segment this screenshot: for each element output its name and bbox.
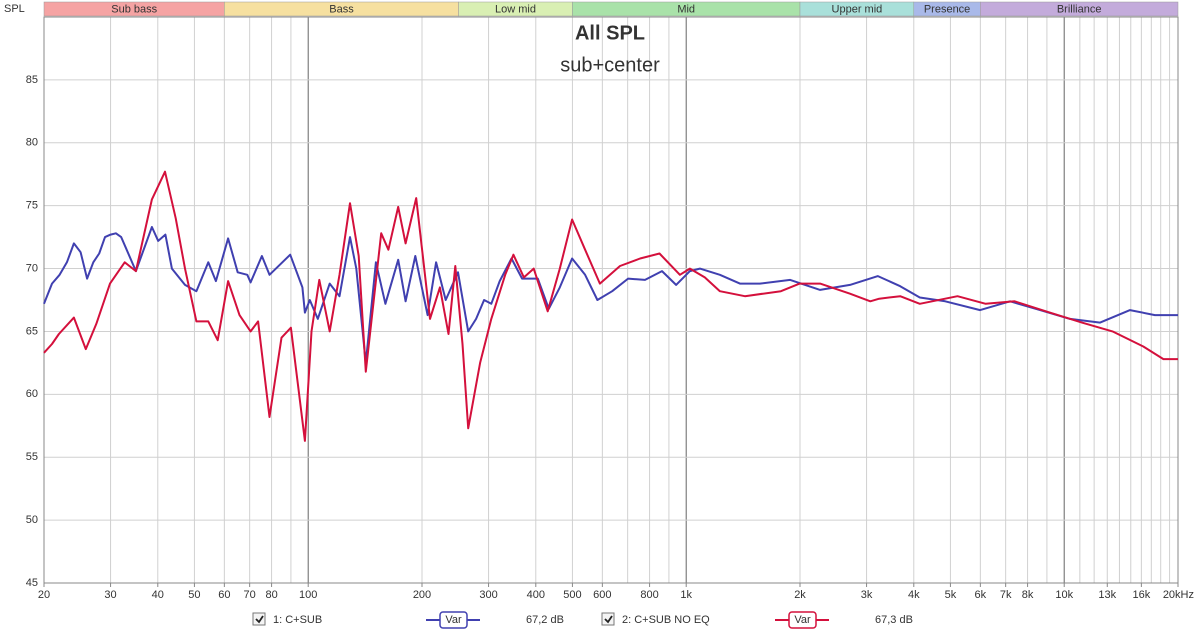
y-axis-label: SPL <box>4 3 25 15</box>
legend-checkmark <box>255 615 264 624</box>
chart-title: All SPL <box>575 22 645 44</box>
x-tick-label: 800 <box>640 589 658 601</box>
x-tick-label: 200 <box>413 589 431 601</box>
x-tick-label: 6k <box>975 589 987 601</box>
band-label: Low mid <box>495 3 536 15</box>
y-tick-label: 50 <box>26 514 38 526</box>
x-tick-label: 40 <box>152 589 164 601</box>
y-tick-label: 75 <box>26 200 38 212</box>
x-tick-label: 300 <box>479 589 497 601</box>
legend-tag-box[interactable] <box>439 611 468 629</box>
legend-value: 67,3 dB <box>875 614 913 626</box>
band-label: Mid <box>677 3 695 15</box>
x-tick-label: 3k <box>861 589 873 601</box>
x-tick-label: 1k <box>680 589 692 601</box>
x-tick-label: 80 <box>265 589 277 601</box>
x-tick-label: 20 <box>38 589 50 601</box>
x-tick-label: 30 <box>104 589 116 601</box>
x-tick-label: 10k <box>1055 589 1073 601</box>
legend-checkmark <box>604 615 613 624</box>
x-tick-label: 100 <box>299 589 317 601</box>
x-tick-label: 5k <box>945 589 957 601</box>
x-tick-label: 600 <box>593 589 611 601</box>
x-tick-label: 400 <box>527 589 545 601</box>
legend-name[interactable]: 2: C+SUB NO EQ <box>622 614 710 626</box>
x-tick-label: 8k <box>1022 589 1034 601</box>
band-label: Sub bass <box>111 3 157 15</box>
y-tick-label: 45 <box>26 577 38 589</box>
x-tick-label: 2k <box>794 589 806 601</box>
legend-tag-box[interactable] <box>788 611 817 629</box>
x-tick-label: 70 <box>244 589 256 601</box>
x-tick-label: 4k <box>908 589 920 601</box>
y-tick-label: 60 <box>26 388 38 400</box>
y-tick-label: 85 <box>26 74 38 86</box>
x-tick-label: 500 <box>563 589 581 601</box>
frequency-band <box>980 1 1179 17</box>
x-tick-label: 7k <box>1000 589 1012 601</box>
legend-value: 67,2 dB <box>526 614 564 626</box>
legend-tag: Var <box>794 614 811 626</box>
x-tick-label: 20kHz <box>1163 589 1194 601</box>
y-tick-label: 70 <box>26 262 38 274</box>
band-label: Presence <box>924 3 970 15</box>
y-tick-label: 55 <box>26 451 38 463</box>
y-tick-label: 65 <box>26 325 38 337</box>
band-label: Brilliance <box>1057 3 1102 15</box>
x-tick-label: 16k <box>1132 589 1150 601</box>
x-tick-label: 50 <box>188 589 200 601</box>
y-tick-label: 80 <box>26 137 38 149</box>
chart-subtitle: sub+center <box>560 54 660 76</box>
legend-name[interactable]: 1: C+SUB <box>273 614 322 626</box>
x-tick-label: 13k <box>1098 589 1116 601</box>
legend-tag: Var <box>445 614 462 626</box>
plot-frame <box>43 16 1179 584</box>
x-tick-label: 60 <box>218 589 230 601</box>
spl-curve <box>43 170 1178 442</box>
band-label: Bass <box>329 3 354 15</box>
band-label: Upper mid <box>832 3 883 15</box>
spl-curve <box>43 226 1178 364</box>
